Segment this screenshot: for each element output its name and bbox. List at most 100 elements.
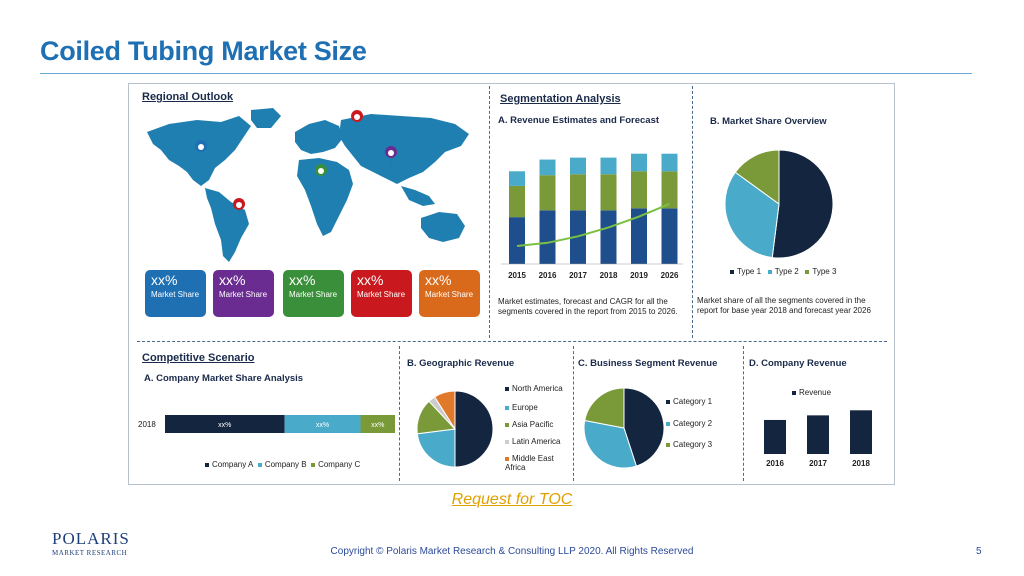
bar-segment [631,208,647,264]
pie-slice [416,428,456,468]
share-value: xx% [357,272,384,288]
section-divider [137,341,887,342]
market-share-legend: Type 1 Type 2 Type 3 [730,267,836,276]
legend-swatch [505,439,509,444]
market-share-overview-title: B. Market Share Overview [710,116,827,127]
section-divider [489,86,490,338]
x-tick-label: 2018 [600,271,618,280]
logo-wordmark: POLARIS [52,529,130,548]
company-market-share-title: A. Company Market Share Analysis [144,373,304,384]
map-pin-icon [315,164,328,188]
map-pin-icon [385,146,398,170]
africa-shape [297,158,353,236]
x-tick-label: 2015 [508,271,526,280]
pie-slice [734,149,780,205]
pie-slice [433,390,456,431]
legend-swatch [666,421,670,426]
legend-item: North America [505,384,563,393]
segment-label: xx% [316,422,329,429]
legend-label: Europe [512,403,538,412]
pie-slice [583,419,637,469]
company-revenue-chart: 2016 2017 2018 [764,410,872,468]
bar-segment [661,171,678,209]
share-label: Market Share [425,290,474,299]
legend-item: Category 2 [666,419,712,428]
bar-segment [661,208,678,264]
legend-swatch [767,269,772,274]
year-label: 2018 [138,420,156,429]
pie-slice [623,387,665,467]
market-share-card: xx% Market Share [213,270,274,317]
bar-segment [539,210,556,264]
market-share-card: xx% Market Share [145,270,206,317]
bar [807,415,829,454]
x-tick-label: 2017 [569,271,587,280]
legend-swatch [505,405,509,410]
map-pin-icon [233,198,246,222]
company-revenue-legend: Revenue [792,388,831,397]
europe-shape [295,120,343,154]
bar-segment [509,185,525,218]
company-legend: Company A Company B Company C [205,460,360,469]
legend-swatch [666,399,670,404]
competitive-scenario-header: Competitive Scenario [142,352,255,364]
share-value: xx% [219,272,246,288]
legend-swatch [805,269,810,274]
business-segment-title: C. Business Segment Revenue [578,358,718,369]
legend-swatch [205,462,209,467]
pie-slice [771,149,834,259]
legend-item: Europe [505,403,538,412]
legend-label: Category 2 [673,419,713,428]
segmentation-analysis-header: Segmentation Analysis [500,93,621,105]
section-divider [743,346,744,481]
legend-item: Asia Pacific [505,420,553,429]
segment-label: xx% [371,422,384,429]
greenland-shape [251,108,281,128]
share-label: Market Share [357,290,406,299]
bar [850,410,872,454]
bar-segment [631,171,647,209]
bar-segment [165,415,285,433]
logo-tagline: MARKET RESEARCH [52,549,128,557]
legend-label: Category 3 [673,440,713,449]
business-segment-pie [583,387,665,469]
company-revenue-title: D. Company Revenue [749,358,847,369]
pie-slice [454,390,494,468]
legend-swatch [505,456,509,461]
asia-shape [339,114,469,184]
section-divider [399,346,400,481]
segment-label: xx% [218,422,231,429]
bar-segment [600,174,617,211]
legend-type-2: Type 2 [774,267,799,276]
request-toc-link[interactable]: Request for TOC [451,491,573,508]
market-share-note: Market share of all the segments covered… [697,296,871,315]
market-share-card: xx% Market Share [419,270,480,317]
bar-segment [539,175,556,211]
section-divider [692,86,693,338]
x-tick-label: 2016 [539,271,557,280]
market-share-card: xx% Market Share [283,270,344,317]
market-share-card: xx% Market Share [351,270,412,317]
legend-label: Category 1 [673,397,713,406]
page-title: Coiled Tubing Market Size [40,36,367,66]
share-value: xx% [289,272,316,288]
revenue-estimates-title: A. Revenue Estimates and Forecast [498,115,660,126]
legend-label: North America [512,384,563,393]
map-pin-icon [195,140,208,164]
bar-segment [360,415,395,433]
bar [764,419,786,454]
infographic-panel: Regional Outlook xx% Market S [128,83,895,485]
bar-segment [570,174,586,211]
legend-label: Latin America [512,437,561,446]
share-label: Market Share [289,290,338,299]
legend-label: Revenue [799,388,832,397]
bar-segment [509,171,525,186]
x-tick-label: 2016 [766,459,784,468]
copyright-footer: Copyright © Polaris Market Research & Co… [330,546,694,557]
australia-shape [421,212,465,242]
bar-segment [570,157,586,175]
market-share-pie [724,149,834,259]
legend-company-c: Company C [318,460,361,469]
bar-segment [509,217,525,264]
geographic-revenue-pie [416,390,494,468]
